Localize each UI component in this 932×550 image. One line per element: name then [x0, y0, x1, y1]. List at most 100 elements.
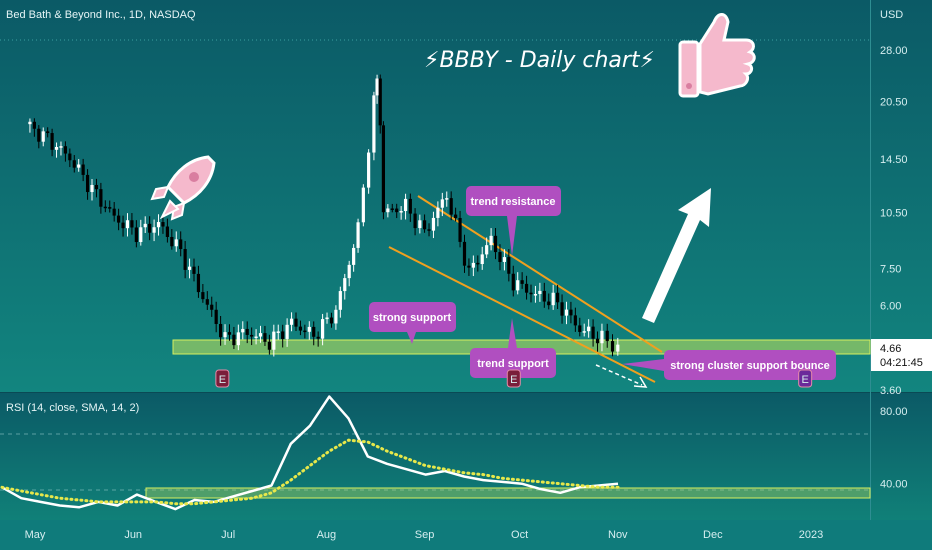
candle-body	[108, 207, 112, 209]
candle-body	[121, 222, 125, 229]
candle-body	[276, 331, 280, 333]
breakdown-arrow	[595, 364, 648, 388]
candle-body	[130, 220, 134, 228]
candle-body	[605, 330, 609, 342]
candle-body	[312, 326, 316, 337]
candle-body	[390, 208, 394, 210]
time-tick-2: Jul	[221, 529, 235, 541]
candle-body	[485, 245, 489, 255]
candle-body	[395, 208, 399, 213]
price-tick-5: 6.00	[880, 300, 901, 312]
candle-body	[431, 217, 436, 231]
candle-body	[267, 341, 271, 350]
candle-body	[516, 280, 520, 291]
earnings-marker-2[interactable]: E	[798, 369, 813, 388]
candle-body	[551, 292, 555, 306]
thumbs-up-sticker	[678, 13, 756, 98]
candle-body	[285, 324, 289, 339]
candle-body	[63, 146, 68, 154]
candle-body	[183, 249, 187, 270]
candle-body	[263, 333, 267, 342]
candle-body	[205, 299, 209, 305]
candlestick-series	[28, 74, 620, 357]
candle-body	[560, 302, 564, 316]
candle-body	[161, 222, 165, 227]
candle-body	[507, 257, 511, 274]
callout-strong-support: strong support	[369, 302, 456, 344]
earnings-marker-0[interactable]: E	[215, 369, 230, 388]
callout-trend-resistance-text: trend resistance	[471, 196, 556, 208]
time-tick-3: Aug	[317, 529, 337, 541]
last-price-value: 4.66	[880, 343, 901, 355]
earnings-marker-1[interactable]: E	[506, 369, 521, 388]
candle-body	[241, 328, 245, 333]
candle-body	[578, 325, 582, 332]
rsi-tick-0: 80.00	[880, 406, 908, 418]
candle-body	[334, 309, 338, 324]
price-tick-7: 3.60	[880, 385, 901, 397]
candle-body	[134, 227, 138, 243]
candle-body	[245, 328, 249, 335]
candle-body	[81, 164, 85, 175]
candle-body	[289, 318, 294, 325]
candle-body	[591, 326, 595, 339]
candle-body	[524, 283, 529, 293]
last-price-marker: 4.66 04:21:45	[871, 339, 932, 371]
candle-body	[37, 128, 41, 142]
candle-body	[139, 227, 143, 243]
candle-body	[152, 227, 156, 233]
candle-body	[281, 331, 285, 339]
candle-body	[375, 78, 379, 96]
candle-body	[467, 265, 471, 268]
rocket-sticker	[150, 155, 216, 221]
rsi-series	[0, 395, 620, 511]
candle-body	[325, 317, 329, 320]
currency-label: USD	[880, 9, 903, 21]
candle-body	[399, 211, 403, 213]
candle-body	[533, 294, 538, 296]
candle-body	[50, 133, 54, 150]
earnings-marker-label: E	[510, 374, 517, 386]
rsi-line	[1, 395, 619, 511]
candle-body	[125, 220, 130, 229]
candle-body	[201, 292, 205, 300]
candle-body	[595, 338, 600, 344]
candle-body	[165, 226, 169, 237]
candle-body	[148, 223, 152, 233]
candle-body	[440, 199, 444, 208]
candle-body	[223, 332, 227, 338]
price-tick-3: 10.50	[880, 208, 908, 220]
candle-body	[582, 331, 586, 333]
callout-trend-resistance: trend resistance	[466, 186, 561, 256]
candle-body	[32, 121, 36, 129]
candle-body	[112, 208, 116, 216]
candle-body	[427, 229, 431, 231]
candle-body	[547, 301, 551, 306]
candle-body	[573, 315, 577, 326]
candle-body	[219, 323, 223, 338]
candle-body	[72, 160, 76, 168]
candle-body	[179, 239, 183, 250]
candle-body	[214, 309, 218, 324]
time-tick-5: Oct	[511, 529, 528, 541]
candle-body	[471, 262, 475, 268]
candle-body	[210, 304, 214, 310]
candle-body	[436, 207, 440, 218]
time-tick-4: Sep	[415, 529, 435, 541]
candle-body	[117, 215, 121, 223]
candle-body	[343, 278, 347, 292]
time-tick-6: Nov	[608, 529, 628, 541]
rsi-title: RSI (14, close, SMA, 14, 2)	[6, 402, 139, 414]
candle-body	[454, 214, 458, 218]
price-tick-2: 14.50	[880, 154, 908, 166]
candle-body	[569, 309, 573, 316]
candle-body	[367, 152, 371, 188]
candle-body	[529, 292, 533, 295]
time-axis: May Jun Jul Aug Sep Oct Nov Dec 2023	[25, 529, 824, 541]
callout-trend-support-text: trend support	[477, 358, 549, 370]
candle-body	[54, 146, 59, 150]
candle-body	[520, 280, 524, 284]
callout-strong-support-text: strong support	[373, 312, 452, 324]
